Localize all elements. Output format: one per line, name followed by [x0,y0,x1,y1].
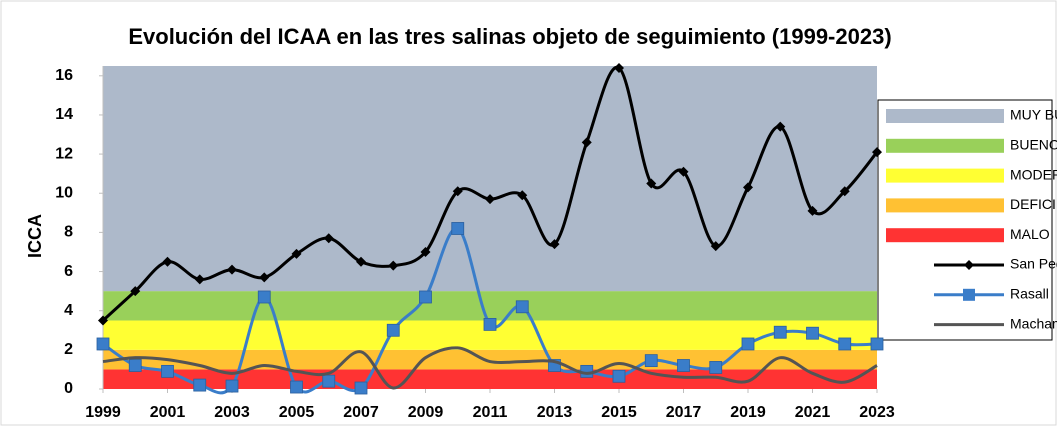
series-marker [290,380,303,394]
legend-label: Rasall [1010,286,1049,302]
x-tick-label: 2015 [601,404,637,421]
x-tick-label: 2021 [795,404,831,421]
series-marker [838,337,852,351]
series-marker [227,264,237,275]
y-tick-label: 8 [64,224,73,241]
series-marker [644,354,658,368]
series-marker [194,274,205,285]
series-marker [98,315,108,326]
x-tick-label: 2017 [666,404,702,421]
series-marker [354,381,368,395]
band [103,291,877,321]
series-marker [485,194,495,205]
legend-swatch [886,138,1004,153]
series-marker [581,137,592,148]
series-marker [128,359,142,372]
y-tick-label: 12 [55,145,73,162]
legend-label: DEFICIENTE [1010,196,1057,212]
x-tick-label: 2009 [408,404,444,421]
chart-title: Evolución del ICAA en las tres salinas o… [128,24,891,49]
x-tick-label: 2013 [537,404,573,421]
series-marker [356,256,366,267]
series-marker [420,246,431,257]
legend-swatch [886,109,1004,123]
series-marker [677,359,690,372]
x-tick-label: 1999 [85,404,121,421]
series-marker [612,369,626,383]
series-marker [96,337,110,351]
series-marker [193,378,207,392]
y-tick-label: 0 [64,380,73,397]
band [103,349,877,370]
legend-label: BUENO [1010,137,1057,153]
series-marker [259,272,270,283]
series-marker [741,337,755,351]
series-marker [419,290,432,304]
series-marker [870,337,884,351]
series-marker [806,326,819,340]
legend-swatch [886,228,1004,243]
series-marker [549,239,560,250]
series-marker [257,290,271,304]
legend-label: Machamalo [1010,315,1057,331]
legend-label: San Pedro [1010,256,1057,272]
series-marker [646,178,657,189]
series-marker [388,260,399,271]
series-marker [386,323,400,337]
series-marker [872,147,882,158]
x-tick-label: 2003 [214,404,250,421]
series-marker [452,186,463,197]
series-line [102,346,878,390]
x-tick-label: 2001 [150,404,186,421]
series-marker [161,364,174,378]
series-marker [678,166,689,177]
series-marker [773,325,787,339]
legend-swatch [886,168,1004,183]
x-tick-label: 2007 [343,404,379,421]
series-marker [743,182,753,193]
series-marker [162,256,173,267]
y-tick-label: 16 [55,67,73,84]
series-marker [807,205,818,216]
x-tick-label: 2011 [473,404,508,421]
y-tick-label: 6 [64,263,73,280]
y-axis-label: ICCA [25,214,45,258]
series-marker [291,248,302,259]
series-marker [322,374,336,388]
series-marker [614,62,624,73]
x-tick-label: 2019 [730,404,766,421]
legend-marker [963,288,975,301]
series-marker [323,233,334,244]
legend-label: MODERADO [1010,166,1057,182]
series-marker [515,300,529,314]
legend-marker [964,260,974,270]
series-marker [225,379,239,393]
x-tick-label: 2023 [859,404,895,421]
series-marker [130,286,141,297]
series-marker [451,222,465,235]
series-marker [517,190,528,201]
series-marker [839,186,850,197]
y-tick-label: 10 [55,184,73,201]
legend-label: MALO [1010,226,1050,242]
series-marker [483,317,497,331]
y-tick-label: 2 [64,341,73,358]
band [103,66,877,292]
series-marker [710,241,721,252]
legend-label: MUY BUENO [1010,107,1057,123]
x-tick-label: 2005 [279,404,315,421]
y-tick-label: 4 [64,302,73,319]
legend-swatch [886,198,1004,213]
series-marker [775,121,786,132]
series-marker [709,361,723,374]
y-tick-label: 14 [55,106,73,123]
